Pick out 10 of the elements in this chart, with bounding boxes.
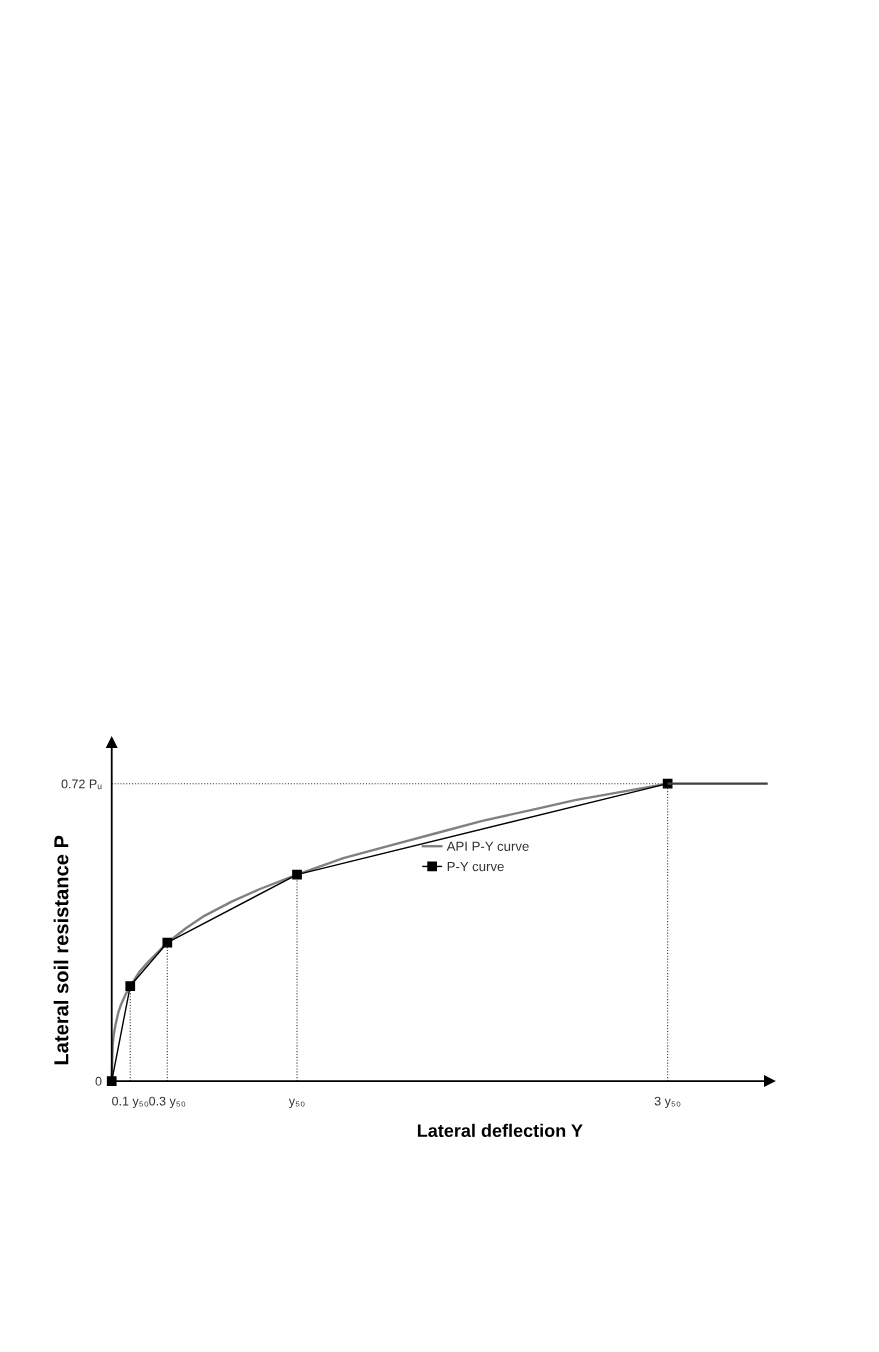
x-tick-label: 0.3 y₅₀	[149, 1096, 186, 1108]
x-axis-title: Lateral deflection Y	[417, 1123, 583, 1138]
x-tick-label: 0.1 y₅₀	[112, 1096, 149, 1108]
legend-label: API P-Y curve	[446, 841, 529, 851]
y-axis-title: Lateral soil resistance P	[53, 835, 69, 1065]
legend-label: P-Y curve	[447, 861, 504, 872]
y-tick-label: 0.72 Pᵤ	[61, 779, 102, 790]
y-tick-label: 0	[95, 1076, 102, 1086]
x-tick-label: y₅₀	[288, 1098, 305, 1108]
x-tick-label: 3 y₅₀	[654, 1096, 681, 1108]
